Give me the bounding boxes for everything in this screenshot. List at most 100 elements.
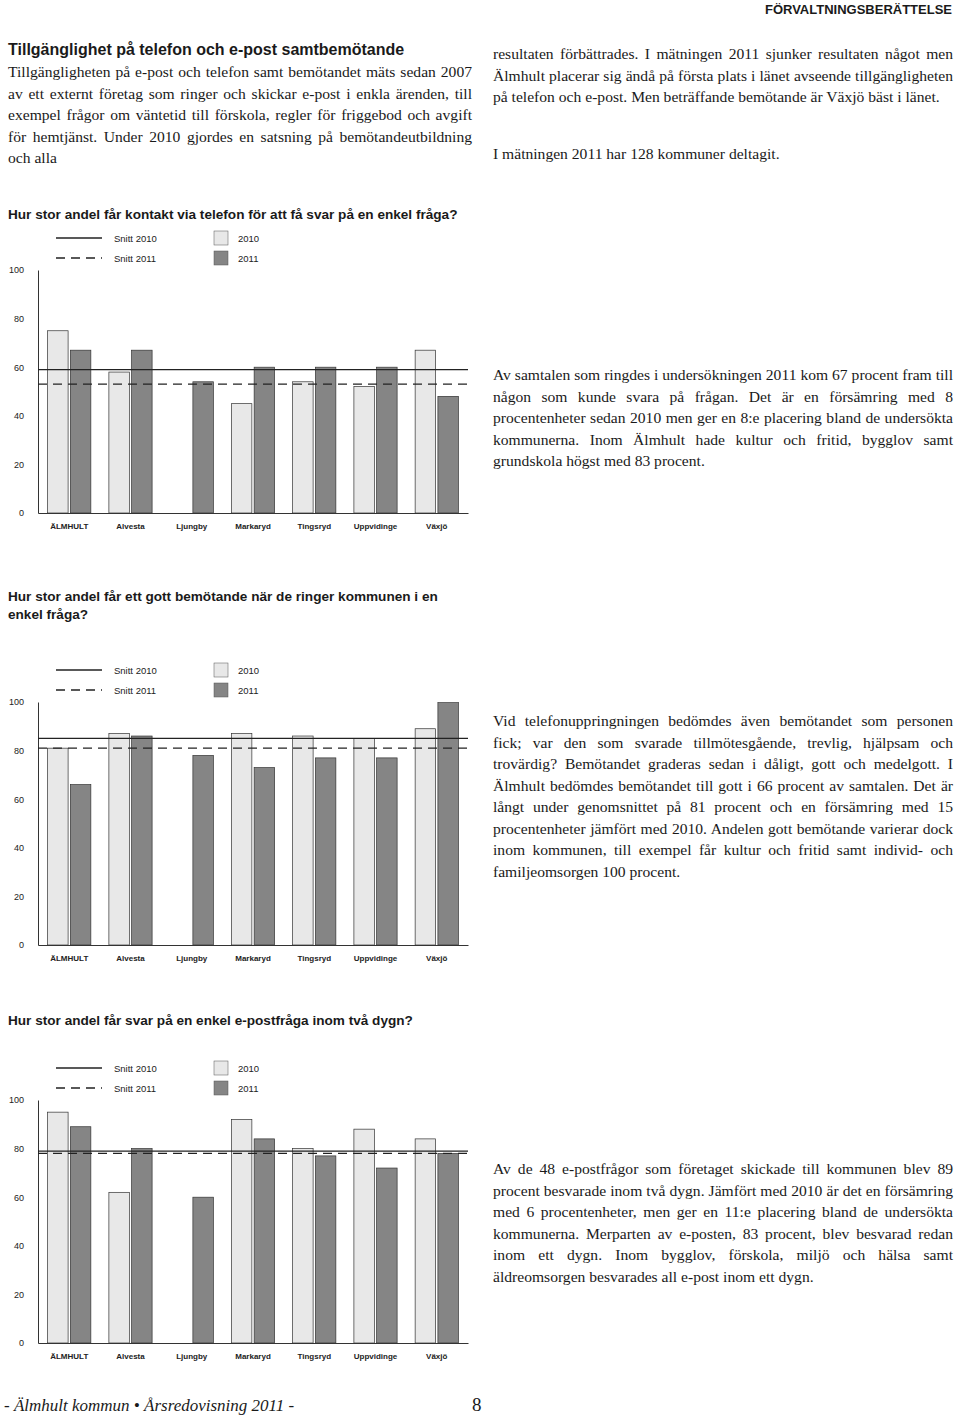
x-tick-label: Uppvidinge — [354, 1352, 398, 1361]
legend-swatch — [214, 251, 228, 265]
bar — [254, 367, 274, 513]
average-line — [38, 1153, 468, 1154]
x-tick: Uppvidinge — [354, 522, 398, 531]
series — [48, 1112, 436, 1343]
y-axis: 020406080100 — [9, 697, 39, 950]
average-line — [38, 369, 468, 370]
legend: Snitt 2010Snitt 201120102011 — [56, 663, 259, 697]
y-axis-line — [38, 271, 39, 514]
section-title: Tillgänglighet på telefon och e-post sam… — [8, 40, 478, 60]
y-tick-label: 80 — [14, 746, 24, 756]
legend-swatch — [214, 231, 228, 245]
y-tick: 60 — [14, 795, 38, 805]
y-tick: 80 — [14, 1144, 38, 1154]
series — [48, 331, 436, 513]
y-tick: 0 — [19, 1338, 38, 1348]
y-tick: 20 — [14, 1290, 38, 1300]
bar — [415, 1139, 435, 1343]
y-tick-label: 100 — [9, 265, 24, 275]
y-tick-label: 100 — [9, 1095, 24, 1105]
y-tick: 0 — [19, 508, 38, 518]
x-axis: ÄLMHULTAlvestaLjungbyMarkarydTingsrydUpp… — [39, 946, 469, 963]
y-tick-label: 20 — [14, 892, 24, 902]
bar — [193, 1197, 213, 1343]
x-tick-label: ÄLMHULT — [50, 1352, 88, 1361]
x-tick: Tingsryd — [297, 1352, 331, 1361]
legend-label: 2011 — [238, 685, 258, 696]
bar — [415, 350, 435, 513]
bar — [193, 382, 213, 513]
x-axis: ÄLMHULT Alvesta Ljungby Markaryd Tingsryd Upp… — [39, 514, 469, 531]
bar — [377, 367, 397, 513]
x-tick: Växjö — [426, 522, 447, 531]
y-tick-label: 0 — [19, 508, 24, 518]
y-tick: 60 — [14, 1193, 38, 1203]
x-tick: Tingsryd — [297, 954, 331, 963]
bar — [438, 1153, 458, 1343]
x-tick: Alvesta — [116, 522, 145, 531]
y-tick: 40 — [14, 411, 38, 421]
bar — [109, 372, 129, 513]
legend-label: 2010 — [238, 233, 259, 244]
bar — [315, 1156, 335, 1343]
chart-title: Hur stor andel får ett gott bemötande nä… — [8, 588, 473, 624]
bar — [132, 1149, 152, 1343]
bar — [293, 382, 313, 513]
x-tick: Markaryd — [235, 954, 271, 963]
y-axis-line — [38, 1101, 39, 1344]
x-tick-label: Växjö — [426, 522, 447, 531]
bar — [48, 1112, 68, 1343]
legend-line — [56, 689, 102, 690]
x-tick-label: Alvesta — [116, 522, 145, 531]
legend-label: 2011 — [238, 253, 258, 264]
y-axis: 0 20 40 60 80 100 — [9, 265, 39, 518]
x-tick-label: ÄLMHULT — [50, 522, 88, 531]
average-line — [38, 1150, 468, 1151]
legend-label: Snitt 2010 — [114, 665, 157, 676]
x-axis-line — [39, 1343, 469, 1344]
x-tick: Ljungby — [176, 1352, 208, 1361]
page-number: 8 — [472, 1394, 512, 1416]
note-paragraph: I mätningen 2011 har 128 kommuner deltag… — [493, 143, 953, 165]
y-tick: 80 — [14, 314, 38, 324]
bar — [132, 736, 152, 945]
marks — [38, 331, 468, 513]
bar — [193, 755, 213, 945]
x-tick: Markaryd — [235, 522, 271, 531]
plot-area: 0 20 40 60 80 100 ÄLMHULT Alvesta Ljungby Markary… — [9, 265, 469, 530]
bar — [70, 785, 90, 945]
legend-label: 2010 — [238, 1063, 259, 1074]
x-tick-label: Uppvidinge — [354, 522, 398, 531]
bar — [70, 350, 90, 513]
legend-label: 2011 — [238, 1083, 258, 1094]
x-tick-label: Ljungby — [176, 1352, 208, 1361]
y-tick-label: 60 — [14, 363, 24, 373]
y-tick: 100 — [9, 697, 38, 707]
intro-paragraph: resultaten förbättrades. I mätningen 201… — [493, 43, 953, 108]
chart-title: Hur stor andel får svar på en enkel e-po… — [8, 1012, 473, 1030]
x-tick: Markaryd — [235, 1352, 271, 1361]
y-tick-label: 40 — [14, 411, 24, 421]
page-header: FÖRVALTNINGSBERÄTTELSE — [560, 2, 952, 17]
y-tick-label: 20 — [14, 460, 24, 470]
series — [70, 1127, 458, 1343]
x-axis-line — [39, 513, 469, 514]
x-tick: Ljungby — [176, 522, 208, 531]
series — [70, 350, 458, 513]
x-tick-label: Växjö — [426, 954, 447, 963]
x-tick: Uppvidinge — [354, 954, 398, 963]
legend-line — [56, 1087, 102, 1088]
bar — [415, 729, 435, 945]
plot-area: 020406080100ÄLMHULTAlvestaLjungbyMarkary… — [9, 1095, 469, 1360]
chart: 0 20 40 60 80 100 ÄLMHULT Alvesta Ljungby Markary… — [0, 228, 480, 539]
x-tick-label: Tingsryd — [297, 522, 331, 531]
x-tick-label: Tingsryd — [297, 954, 331, 963]
average-line — [38, 748, 468, 749]
chart: 020406080100ÄLMHULTAlvestaLjungbyMarkary… — [0, 1058, 480, 1369]
bar — [70, 1127, 90, 1343]
intro-paragraph: Tillgängligheten på e-post och telefon s… — [8, 61, 472, 169]
x-tick-label: Uppvidinge — [354, 954, 398, 963]
x-tick: ÄLMHULT — [50, 954, 88, 963]
legend-label: Snitt 2011 — [114, 253, 156, 264]
x-tick: ÄLMHULT — [50, 522, 88, 531]
